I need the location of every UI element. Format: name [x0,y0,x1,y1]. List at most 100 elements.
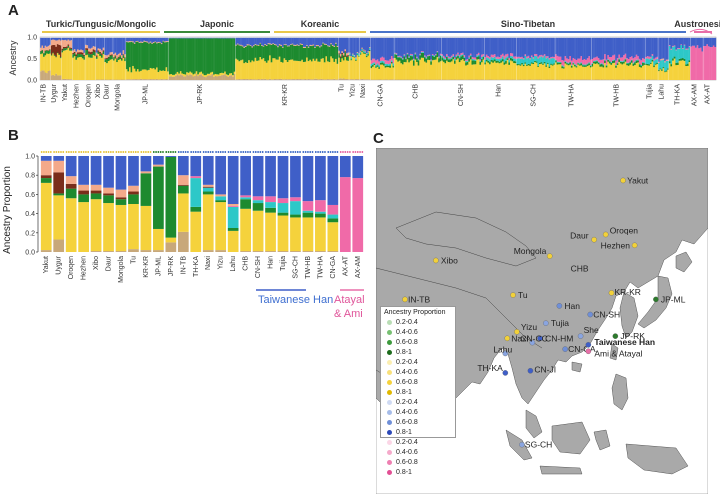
structure-segment [417,58,420,60]
structure-segment [257,45,260,61]
structure-segment [597,79,600,80]
structure-segment [492,57,495,61]
structure-segment [645,64,647,80]
structure-segment [171,76,174,80]
structure-segment [375,67,377,80]
structure-segment [503,55,506,60]
structure-segment [420,57,423,80]
structure-segment [681,58,684,61]
structure-segment [323,79,326,80]
structure-segment [240,45,242,61]
structure-segment [561,79,564,80]
structure-segment [484,62,487,65]
bar-th-ka-seg-4 [190,176,202,179]
structure-segment [498,63,501,80]
structure-segment [106,59,109,64]
structure-segment [127,42,130,72]
structure-segment [154,37,157,42]
structure-segment [642,58,644,62]
structure-segment [638,64,641,67]
structure-segment [102,47,105,51]
structure-segment [283,58,286,80]
bar-yizu-seg-6 [215,194,227,197]
structure-segment [358,37,360,54]
structure-segment [66,49,68,80]
structure-segment [610,64,613,80]
bar-yakut-seg-6 [40,160,52,176]
structure-segment [594,61,597,64]
structure-segment [398,60,401,80]
structure-segment [425,37,428,57]
structure-segment [629,61,632,63]
structure-segment [534,60,536,63]
structure-segment [550,64,553,80]
bar-uygur-seg-5 [53,172,65,194]
structure-segment [599,63,602,65]
structure-segment [417,37,420,59]
structure-segment [116,55,118,59]
structure-segment [627,62,630,64]
structure-segment [203,76,206,80]
structure-segment [138,71,141,80]
structure-segment [301,59,304,80]
bar-yizu-seg-1 [215,202,227,251]
structure-segment [267,44,270,61]
structure-segment [450,37,453,56]
structure-segment [52,74,54,80]
panel-a-pop-label-chb: CHB [413,84,420,99]
structure-segment [130,37,133,42]
map-label-jp-ml: JP-ML [661,294,686,304]
structure-segment [493,54,496,57]
structure-segment [608,37,611,58]
bar-chb-seg-3 [240,197,251,200]
structure-segment [235,58,238,80]
structure-segment [296,44,299,46]
structure-segment [238,45,241,62]
structure-segment [577,64,580,80]
structure-segment [246,37,249,45]
structure-segment [375,37,377,61]
structure-segment [186,72,188,75]
structure-segment [646,58,649,64]
structure-segment [286,45,289,47]
structure-segment [146,41,149,43]
structure-segment [317,45,320,47]
structure-segment [490,37,493,55]
structure-segment [412,65,415,80]
structure-segment [547,63,549,80]
structure-segment [643,64,646,80]
structure-segment [130,79,133,80]
structure-segment [667,60,669,69]
structure-segment [95,52,98,56]
structure-segment [474,59,477,61]
structure-segment [661,69,663,71]
structure-segment [312,79,315,80]
structure-segment [259,43,262,58]
structure-segment [130,72,133,80]
structure-segment [514,61,517,64]
structure-segment [686,48,689,50]
map-label-cn-ji: CN-JI [534,365,556,375]
structure-segment [109,37,112,53]
structure-segment [409,60,412,80]
structure-segment [252,79,255,80]
panel-a-pop-label-ax-at: AX-AT [705,83,712,104]
bar-ax-am-seg-7 [352,156,364,179]
structure-segment [479,64,482,80]
structure-segment [651,37,654,55]
structure-segment [521,56,524,59]
structure-segment [406,54,409,60]
structure-segment [358,55,360,57]
structure-segment [339,53,342,57]
structure-segment [257,60,260,79]
structure-segment [513,63,516,80]
structure-segment [495,60,498,63]
structure-segment [81,50,84,53]
structure-segment [514,56,517,60]
structure-segment [381,60,384,63]
structure-segment [61,52,64,80]
structure-segment [275,37,278,45]
structure-segment [206,73,209,76]
structure-segment [411,54,414,56]
structure-segment [225,75,228,80]
